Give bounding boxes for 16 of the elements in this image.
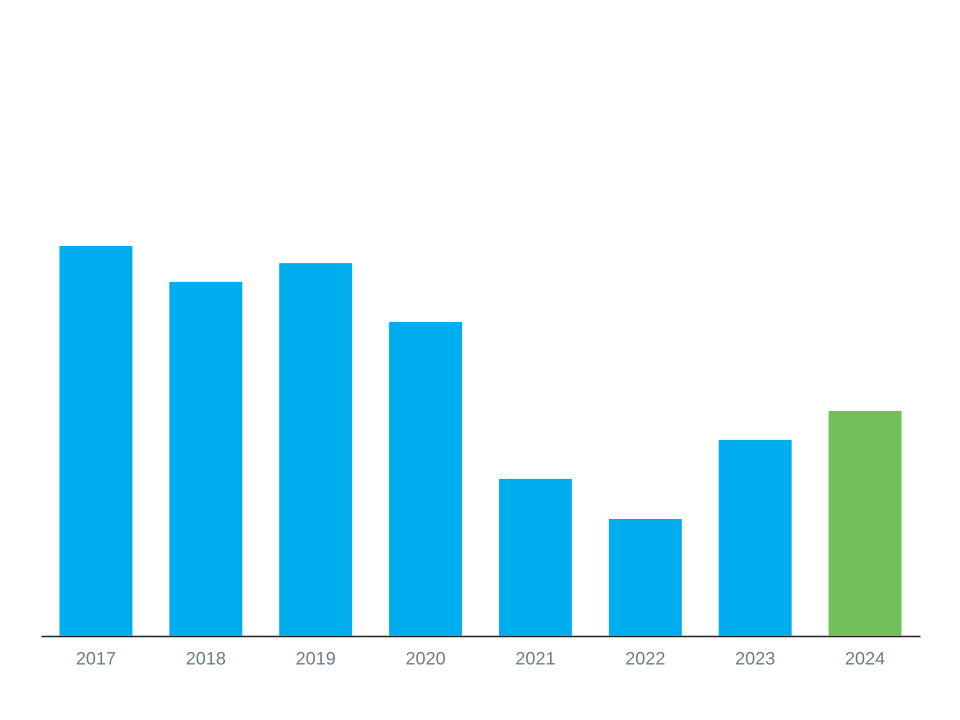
bar xyxy=(389,322,462,636)
x-tick-label: 2018 xyxy=(186,648,226,668)
bar xyxy=(169,282,242,636)
x-tick-label: 2024 xyxy=(845,648,886,668)
x-tick-label: 2017 xyxy=(76,648,116,668)
x-tick-label: 2020 xyxy=(406,648,446,668)
bar xyxy=(718,440,792,636)
bar xyxy=(608,519,682,636)
x-tick-label: 2019 xyxy=(296,648,336,668)
x-tick-label: 2023 xyxy=(735,648,776,668)
x-tick-label: 2022 xyxy=(625,648,666,668)
bar xyxy=(59,246,132,636)
x-tick-label: 2021 xyxy=(515,648,556,668)
bar xyxy=(828,410,902,636)
bar xyxy=(498,478,572,636)
bar xyxy=(279,263,352,636)
